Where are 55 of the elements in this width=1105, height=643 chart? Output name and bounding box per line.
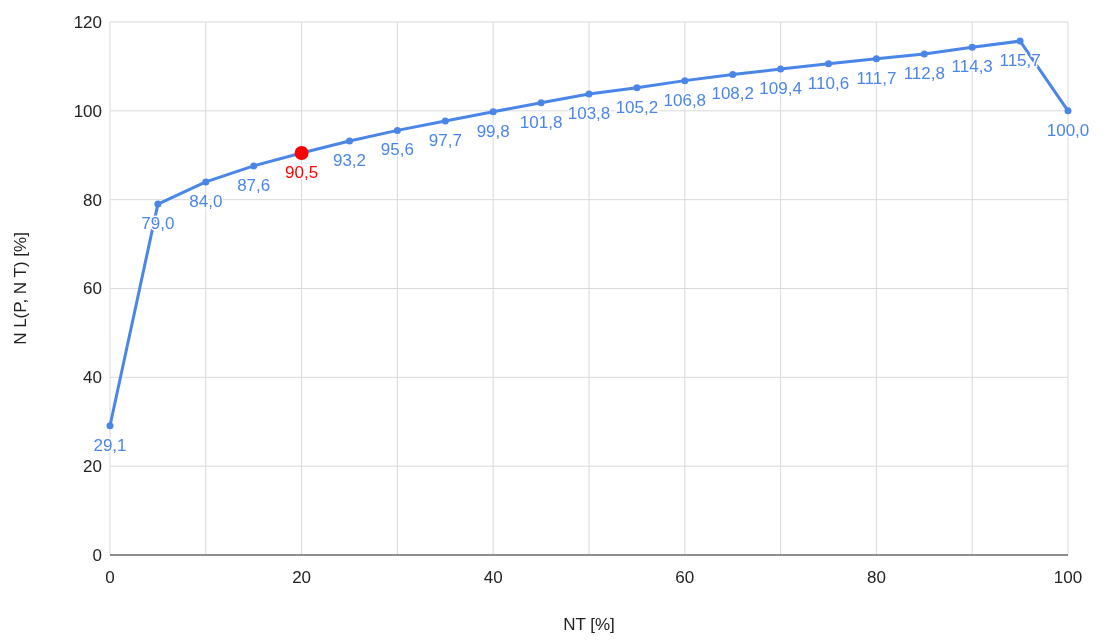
y-tick-label: 60 bbox=[83, 279, 102, 299]
y-tick-label: 80 bbox=[83, 190, 102, 210]
data-label: 95,6 bbox=[380, 140, 414, 160]
point bbox=[1064, 107, 1072, 115]
x-tick-label: 60 bbox=[675, 568, 695, 587]
point bbox=[154, 200, 162, 208]
point bbox=[585, 90, 593, 98]
data-label: 87,6 bbox=[237, 175, 271, 195]
x-tick-label: 80 bbox=[866, 568, 886, 587]
point bbox=[681, 77, 689, 85]
point bbox=[393, 126, 401, 134]
data-label: 97,7 bbox=[428, 131, 462, 151]
point bbox=[106, 422, 114, 430]
data-label: 114,3 bbox=[951, 57, 993, 77]
point bbox=[1016, 37, 1024, 45]
y-tick-label: 120 bbox=[73, 12, 102, 32]
data-label: 112,8 bbox=[903, 63, 945, 83]
point bbox=[489, 108, 497, 116]
point bbox=[346, 137, 353, 145]
point bbox=[825, 60, 832, 68]
point bbox=[441, 117, 449, 125]
point bbox=[294, 146, 309, 161]
data-label: 101,8 bbox=[519, 112, 563, 132]
point bbox=[777, 65, 785, 73]
x-tick-label: 40 bbox=[483, 568, 503, 587]
point bbox=[633, 84, 641, 92]
y-axis-title: N L(P, N T) [%] bbox=[11, 232, 30, 345]
data-label: 106,8 bbox=[663, 90, 707, 110]
point bbox=[537, 99, 545, 107]
data-label: 105,2 bbox=[615, 97, 659, 117]
y-tick-label: 40 bbox=[83, 368, 102, 388]
x-axis-title: NT [%] bbox=[563, 615, 615, 634]
data-label: 90,5 bbox=[285, 163, 319, 183]
y-tick-label: 100 bbox=[73, 101, 102, 121]
data-label: 111,7 bbox=[856, 68, 897, 88]
data-label: 29,1 bbox=[93, 435, 127, 455]
point bbox=[872, 55, 880, 63]
point bbox=[920, 50, 928, 58]
data-label: 100,0 bbox=[1046, 120, 1090, 140]
point bbox=[250, 162, 258, 170]
point bbox=[968, 43, 976, 51]
data-label: 110,6 bbox=[807, 73, 850, 93]
x-tick-label: 100 bbox=[1053, 568, 1083, 587]
x-tick-label: 20 bbox=[292, 568, 312, 587]
data-label: 108,2 bbox=[711, 84, 754, 104]
point bbox=[729, 70, 737, 78]
point bbox=[202, 178, 210, 186]
y-tick-label: 20 bbox=[83, 457, 102, 477]
data-label: 99,8 bbox=[476, 121, 510, 141]
data-label: 103,8 bbox=[567, 103, 611, 123]
data-label: 84,0 bbox=[189, 191, 223, 211]
y-tick-label: 0 bbox=[92, 545, 102, 565]
data-label: 109,4 bbox=[759, 79, 802, 99]
x-tick-label: 0 bbox=[105, 568, 115, 587]
data-label: 93,2 bbox=[332, 151, 367, 171]
